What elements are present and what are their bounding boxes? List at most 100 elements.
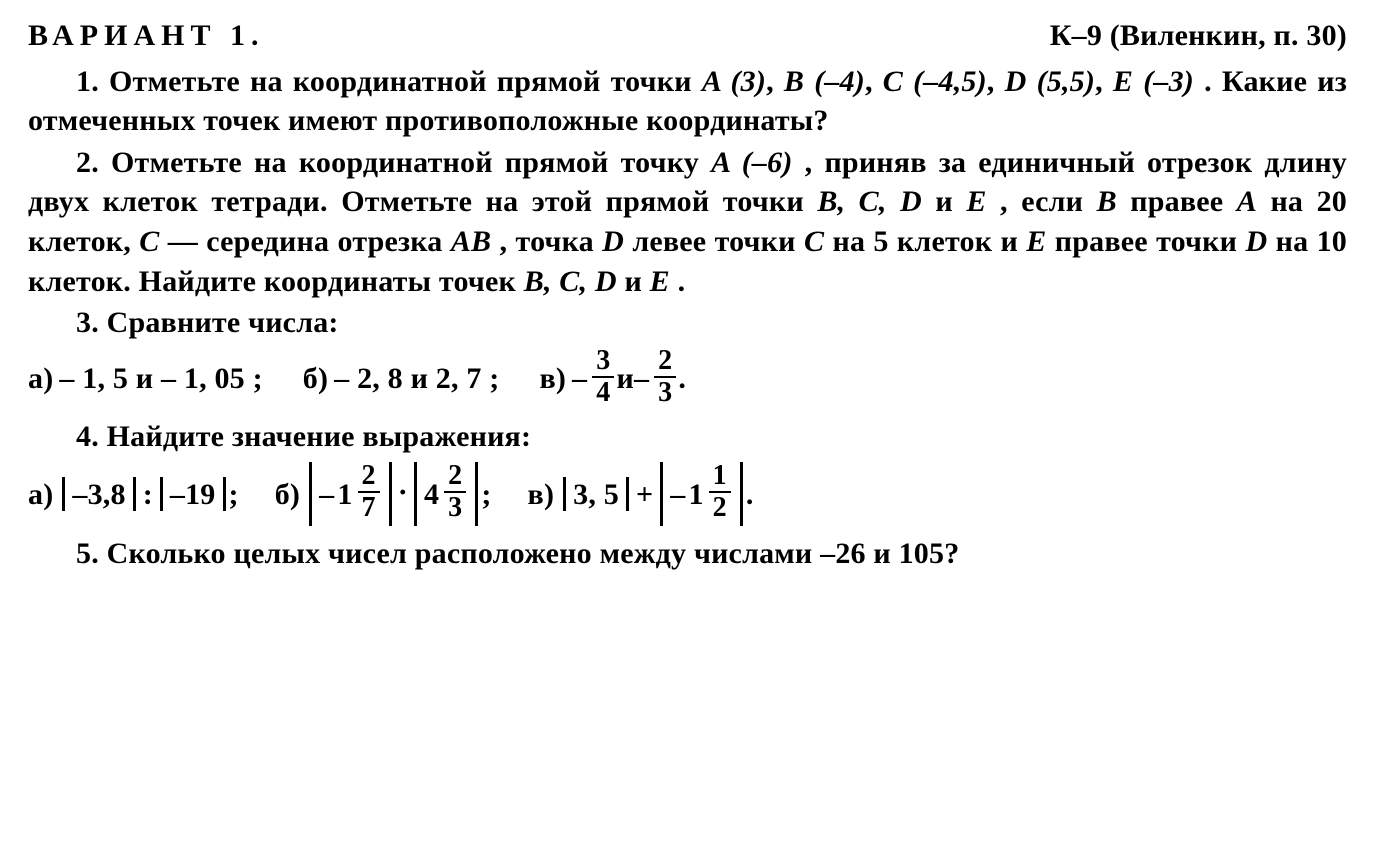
q3c-f1-den: 4 — [592, 378, 614, 407]
q4b-m2-den: 3 — [444, 493, 466, 522]
worksheet-page: ВАРИАНТ 1. К–9 (Виленкин, п. 30) 1. Отме… — [0, 0, 1375, 844]
q2-E3: E — [650, 265, 670, 298]
q1-point-D: D (5,5) — [1005, 65, 1095, 98]
q4b-m2-frac: 2 3 — [444, 462, 466, 522]
q4b-end: ; — [481, 475, 491, 515]
q3b-label: б) — [303, 359, 328, 399]
q4a-label: а) — [28, 475, 53, 515]
q2-text-9: на 5 клеток и — [832, 225, 1026, 258]
q2-number: 2. — [76, 146, 99, 179]
q1-point-A: A (3) — [702, 65, 766, 98]
q2-D: D — [602, 225, 624, 258]
q2-AB: AB — [451, 225, 491, 258]
q4-item-b: б) – 1 2 7 · 4 — [275, 460, 492, 528]
q4-title: Найдите значение выражения: — [107, 420, 532, 453]
q2-D2: D — [1245, 225, 1267, 258]
q2-B: B — [1097, 185, 1117, 218]
question-4: 4. Найдите значение выражения: — [28, 417, 1347, 457]
q3c-minus1: – — [572, 359, 587, 399]
q3c-f1-num: 3 — [592, 347, 614, 378]
q2-C2: C — [804, 225, 824, 258]
q2-text-6: — середина отрезка — [168, 225, 451, 258]
q2-and-2: и — [624, 265, 649, 298]
q4a-end: ; — [229, 475, 239, 515]
q4b-m1-num: 2 — [358, 462, 380, 493]
q4c-end: . — [746, 475, 754, 515]
q2-text-4: правее — [1130, 185, 1236, 218]
sep: , — [865, 65, 883, 98]
q2-text-3: , если — [1000, 185, 1097, 218]
q3c-frac1: 3 4 — [592, 347, 614, 407]
q4-item-c: в) 3, 5 + – 1 1 2 . — [528, 460, 754, 528]
q4-items: а) –3,8 : –19 ; б) – 1 2 7 — [28, 460, 1347, 528]
q4b-abs2-inner: 4 2 3 — [416, 464, 476, 524]
q4b-m1-sign: – — [319, 475, 334, 515]
q4a-op: : — [143, 475, 153, 515]
q2-point-A: A (–6) — [711, 146, 792, 179]
sep: , — [1095, 65, 1113, 98]
q2-E2: E — [1026, 225, 1046, 258]
q3-item-a: а) – 1, 5 и – 1, 05 ; — [28, 359, 263, 399]
q1-point-C: C (–4,5) — [883, 65, 987, 98]
reference-label: К–9 (Виленкин, п. 30) — [1050, 16, 1347, 56]
q3c-f2-num: 2 — [654, 347, 676, 378]
q1-point-B: B (–4) — [784, 65, 865, 98]
question-3: 3. Сравните числа: — [28, 303, 1347, 343]
q3a-label: а) — [28, 359, 53, 399]
q4b-op: · — [398, 473, 408, 513]
q2-text-7: , точка — [500, 225, 603, 258]
q4a-abs2-val: –19 — [162, 475, 224, 515]
q4c-abs2: – 1 1 2 — [660, 460, 743, 528]
q4c-m2-num: 1 — [709, 462, 731, 493]
q4a-abs1: –3,8 — [62, 473, 135, 515]
q3-items: а) – 1, 5 и – 1, 05 ; б) – 2, 8 и 2, 7 ;… — [28, 349, 1347, 409]
q3-item-b: б) – 2, 8 и 2, 7 ; — [303, 359, 500, 399]
q4-item-a: а) –3,8 : –19 ; — [28, 473, 239, 515]
q4c-m2-whole: 1 — [688, 475, 703, 515]
sep: , — [766, 65, 784, 98]
q2-list-BCD: B, C, D — [817, 185, 922, 218]
q4b-m1-den: 7 — [358, 493, 380, 522]
q5-number: 5. — [76, 537, 99, 570]
q2-E: E — [966, 185, 986, 218]
q4c-m2-sign: – — [670, 475, 685, 515]
q4c-abs1-val: 3, 5 — [565, 475, 627, 515]
q4c-label: в) — [528, 475, 555, 515]
q3-title: Сравните числа: — [107, 306, 339, 339]
q1-point-E: E (–3) — [1113, 65, 1194, 98]
q2-text-1: Отметьте на координатной прямой точку — [111, 146, 711, 179]
q4b-abs1-inner: – 1 2 7 — [311, 464, 390, 524]
q2-and: и — [935, 185, 966, 218]
question-1: 1. Отметьте на координатной прямой точки… — [28, 62, 1347, 141]
q4-number: 4. — [76, 420, 99, 453]
q2-A2: A — [1237, 185, 1257, 218]
q3b-text: – 2, 8 и 2, 7 ; — [334, 359, 499, 399]
q3c-minus2: – — [634, 359, 649, 399]
question-5: 5. Сколько целых чисел расположено между… — [28, 534, 1347, 574]
q4b-m2-num: 2 — [444, 462, 466, 493]
variant-title: ВАРИАНТ 1. — [28, 16, 264, 56]
q4a-abs2: –19 — [160, 473, 226, 515]
q3c-f2-den: 3 — [654, 378, 676, 407]
q4b-mixed1: 1 2 7 — [337, 464, 381, 524]
q4b-abs2: 4 2 3 — [414, 460, 478, 528]
q4b-m1-frac: 2 7 — [358, 462, 380, 522]
q3c-and: и — [616, 359, 634, 399]
q2-text-12: . — [678, 265, 686, 298]
q4c-m2-frac: 1 2 — [709, 462, 731, 522]
q3c-frac2: 2 3 — [654, 347, 676, 407]
q4c-abs1: 3, 5 — [563, 473, 629, 515]
header-row: ВАРИАНТ 1. К–9 (Виленкин, п. 30) — [28, 16, 1347, 56]
q3-number: 3. — [76, 306, 99, 339]
q5-text: Сколько целых чисел расположено между чи… — [107, 537, 960, 570]
q4c-op: + — [636, 475, 653, 515]
q4b-abs1: – 1 2 7 — [309, 460, 392, 528]
q4b-label: б) — [275, 475, 300, 515]
q3c-label: в) — [539, 359, 566, 399]
q2-C: C — [139, 225, 159, 258]
q4b-mixed2: 4 2 3 — [424, 464, 468, 524]
question-2: 2. Отметьте на координатной прямой точку… — [28, 143, 1347, 301]
q3-item-c: в) – 3 4 и – 2 3 . — [539, 349, 686, 409]
q2-text-8: левее точки — [632, 225, 804, 258]
q2-text-10: правее точки — [1055, 225, 1246, 258]
